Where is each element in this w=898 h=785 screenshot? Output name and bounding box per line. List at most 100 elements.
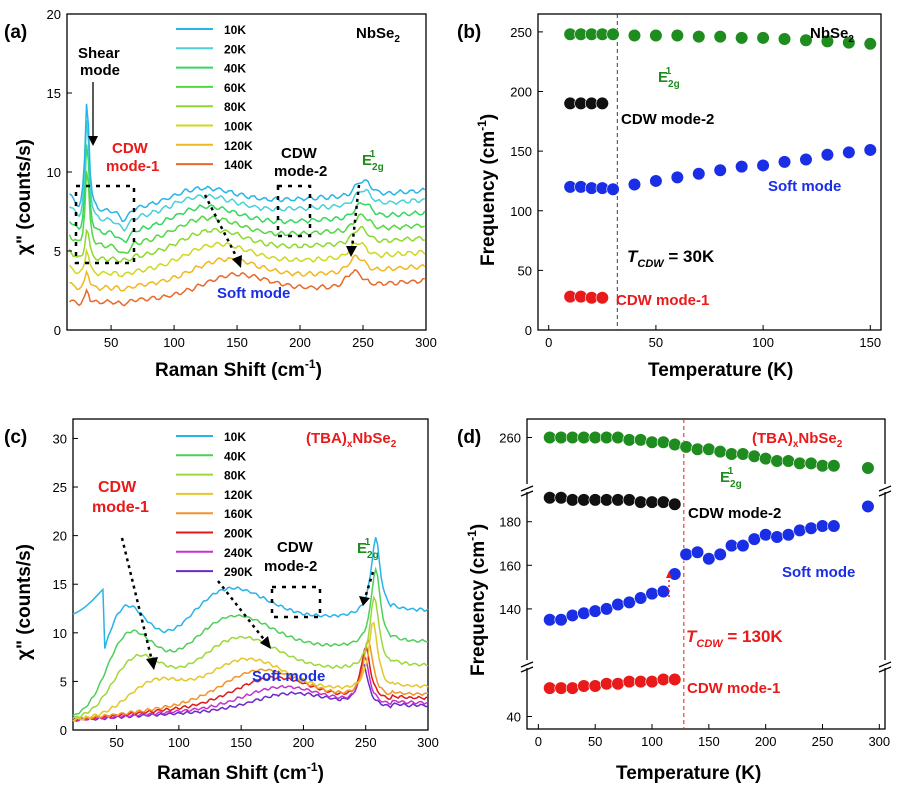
d-point-E2g1	[577, 430, 591, 445]
d-point-E2g1	[554, 430, 568, 445]
d-point-E2g1	[759, 452, 773, 466]
c-series-line-200K	[72, 644, 429, 722]
d-xtick-label: 250	[812, 734, 834, 749]
panel-a-legend: 10K 20K 40K 60K 80K 100K 120K 140K	[176, 23, 253, 172]
d-point-Soft-mode	[827, 519, 841, 533]
a-legend-entry: 80K	[224, 100, 246, 114]
panel-c-frame	[72, 418, 429, 731]
b-point-Soft-mode	[713, 163, 727, 177]
d-point-CDW-mode-1	[554, 681, 568, 695]
d-point-E2g1	[861, 461, 875, 475]
c-xtick-label: 300	[417, 735, 439, 750]
d-point-E2g1	[815, 459, 830, 473]
d-point-Soft-mode	[565, 608, 580, 623]
d-point-E2g1	[804, 456, 818, 470]
c-series-line-240K	[72, 655, 429, 723]
d-point-E2g1	[668, 437, 682, 452]
b-ytick-label: 200	[510, 85, 532, 100]
d-point-Soft-mode	[713, 547, 727, 562]
d-point-CDW-mode-2	[645, 495, 659, 509]
d-point-E2g1	[736, 447, 750, 461]
a-cdw1-box	[74, 184, 136, 265]
c-ytick-label: 10	[53, 626, 67, 641]
a-legend-entry: 140K	[224, 158, 253, 172]
b-point-Soft-mode	[842, 145, 856, 159]
c-e2g-label: E2g1	[357, 537, 379, 561]
b-point-E2g1	[863, 37, 877, 51]
b-ytick-label: 150	[510, 144, 532, 159]
d-point-Soft-mode	[724, 539, 739, 553]
a-xtick-label: 50	[104, 335, 118, 350]
a-soft-arrow-head	[232, 255, 242, 268]
c-xtick-label: 200	[293, 735, 315, 750]
b-point-Soft-mode	[820, 148, 835, 162]
panel-b: 0 50 100 150 0 50 100 150 200 250 (b) NbSe2 E2g1…	[457, 13, 882, 381]
d-break-left-upper-b	[520, 490, 534, 497]
a-xtick-label: 250	[352, 335, 374, 350]
b-xtick-label: 50	[649, 335, 663, 350]
panel-d-frame	[526, 418, 886, 730]
c-xlabel: Raman Shift (cm-1)	[157, 760, 324, 784]
panel-c-legend: 10K 40K 80K 120K 160K 200K 240K 290K	[176, 430, 253, 579]
a-cdw2-label-1: CDW	[281, 145, 318, 162]
b-xlabel: Temperature (K)	[648, 360, 793, 381]
a-xlabel: Raman Shift (cm-1)	[155, 357, 322, 381]
d-point-Soft-mode	[702, 552, 716, 566]
a-series-line-60K	[68, 171, 425, 254]
d-point-CDW-mode-2	[565, 493, 580, 507]
panel-a-material: NbSe2	[356, 25, 400, 45]
d-point-E2g1	[622, 433, 636, 447]
a-xtick-label: 150	[226, 335, 248, 350]
b-point-E2g1	[713, 30, 727, 44]
d-point-CDW-mode-1	[634, 675, 648, 689]
d-break-right-upper-b	[878, 490, 892, 497]
a-xtick-label: 200	[289, 335, 311, 350]
d-point-Soft-mode	[599, 602, 614, 616]
a-legend-entry: 20K	[224, 42, 246, 56]
d-point-CDW-mode-1	[588, 679, 602, 693]
d-point-CDW-mode-2	[668, 497, 682, 511]
b-point-E2g1	[627, 28, 642, 43]
c-legend-entry: 40K	[224, 449, 246, 463]
a-series-line-120K	[69, 254, 426, 292]
a-legend-entry: 60K	[224, 81, 246, 95]
b-tcdw-label: TCDW = 30K	[627, 247, 715, 270]
a-ylabel: χ" (counts/s)	[14, 139, 35, 255]
d-point-CDW-mode-2	[634, 495, 648, 509]
c-cdw2-box	[270, 585, 322, 619]
d-point-Soft-mode	[759, 528, 773, 542]
d-xtick-label: 0	[535, 734, 542, 749]
panel-d-material: (TBA)xNbSe2	[752, 430, 843, 450]
b-point-Soft-mode	[756, 158, 770, 173]
d-point-CDW-mode-1	[668, 672, 682, 687]
panel-c: 50 100 150 200 250 300 0 5 10 15 20 25 30 (c) (TBA)…	[4, 418, 439, 784]
d-xtick-label: 100	[641, 734, 663, 749]
d-soft-label: Soft mode	[782, 564, 855, 581]
d-point-E2g1	[543, 430, 557, 445]
d-cdw1-label: CDW mode-1	[687, 680, 780, 697]
shear-mode-label-2: mode	[80, 62, 120, 79]
d-point-Soft-mode	[543, 613, 557, 627]
c-legend-entry: 200K	[224, 527, 253, 541]
d-point-E2g1	[770, 454, 784, 468]
d-point-E2g1	[599, 430, 614, 445]
b-point-E2g1	[799, 33, 813, 47]
panel-a: 50 100 150 200 250 300 0 5 10 15 20 (a) NbSe2 10K…	[4, 7, 437, 381]
c-e2g-arrow	[363, 571, 375, 599]
a-series-line-80K	[68, 225, 425, 263]
b-xtick-label: 150	[859, 335, 881, 350]
d-point-Soft-mode	[588, 604, 602, 618]
d-point-Soft-mode	[815, 519, 830, 533]
d-point-CDW-mode-2	[656, 495, 670, 509]
panel-c-xticks: 50 100 150 200 250 300	[109, 725, 439, 750]
d-jump-arrow-head	[666, 571, 672, 578]
b-point-Soft-mode	[627, 177, 642, 192]
panel-b-yticks: 0 50 100 150 200 250	[510, 25, 543, 338]
a-soft-label: Soft mode	[217, 285, 290, 302]
d-point-E2g1	[690, 442, 705, 456]
panel-a-curves	[68, 103, 426, 307]
d-point-E2g1	[702, 442, 716, 456]
a-legend-entry: 120K	[224, 139, 253, 153]
d-break-right-lower-a	[878, 661, 892, 668]
d-point-CDW-mode-1	[622, 675, 636, 689]
